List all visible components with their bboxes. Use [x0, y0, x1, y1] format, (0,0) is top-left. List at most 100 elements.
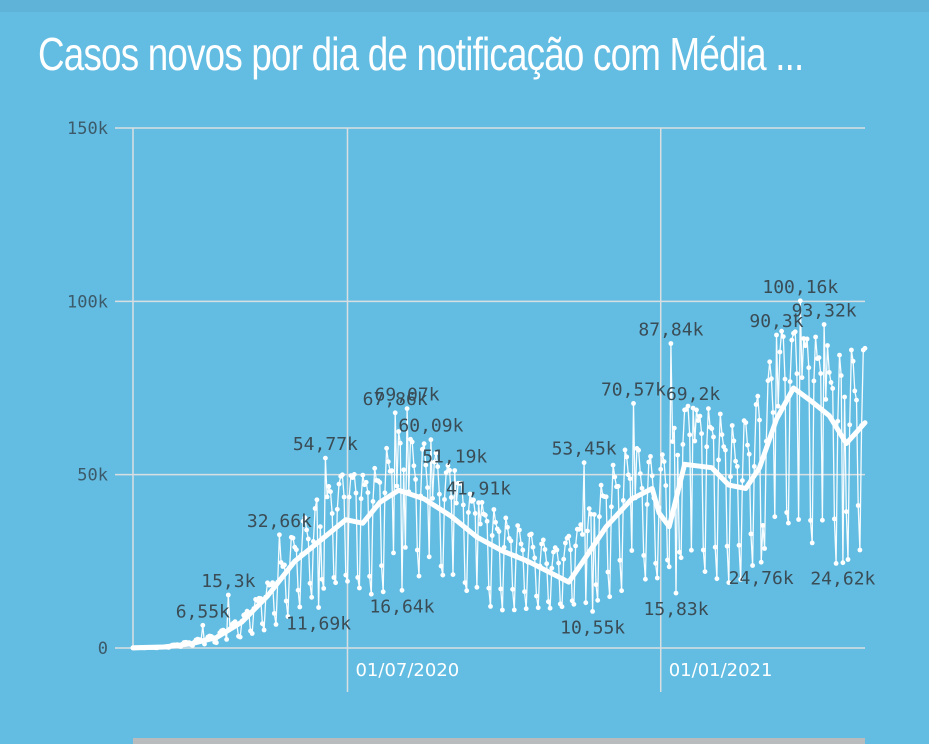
daily-cases-point [304, 527, 309, 533]
daily-cases-point [343, 572, 349, 578]
daily-cases-point [855, 503, 861, 508]
daily-cases-point [755, 393, 761, 399]
daily-cases-point [833, 561, 839, 566]
daily-cases-point [285, 614, 291, 619]
daily-cases-point [517, 527, 522, 533]
daily-cases-point [728, 474, 733, 480]
daily-cases-point [464, 588, 470, 594]
daily-cases-point [619, 588, 624, 594]
daily-cases-point [460, 502, 466, 508]
daily-cases-point [214, 640, 219, 646]
daily-cases-point [612, 474, 618, 480]
daily-cases-point [842, 394, 847, 400]
daily-cases-point [620, 498, 626, 503]
daily-cases-point [770, 410, 776, 415]
daily-cases-point [372, 465, 378, 471]
daily-cases-point [334, 506, 340, 512]
daily-cases-point [695, 418, 701, 423]
daily-cases-point [477, 521, 483, 527]
daily-cases-point [385, 459, 391, 465]
daily-cases-point [597, 514, 602, 520]
daily-cases-point [283, 598, 289, 604]
daily-cases-point [745, 442, 750, 448]
daily-cases-point [821, 322, 827, 327]
daily-cases-point [454, 500, 459, 506]
daily-cases-point [605, 569, 611, 575]
daily-cases-point [823, 397, 829, 402]
daily-cases-point [772, 514, 778, 520]
daily-cases-point [522, 589, 527, 595]
daily-cases-point [341, 494, 347, 500]
daily-cases-point [736, 542, 742, 548]
daily-cases-point [389, 468, 395, 474]
daily-cases-point [317, 524, 323, 530]
daily-cases-point [333, 580, 338, 586]
daily-cases-point [784, 510, 790, 515]
daily-cases-point [397, 440, 403, 446]
daily-cases-point [423, 462, 429, 468]
data-label: 16,64k [369, 596, 434, 617]
daily-cases-point [862, 345, 868, 351]
daily-cases-point [368, 591, 374, 597]
daily-cases-point [857, 547, 863, 553]
daily-cases-point [365, 490, 371, 495]
daily-cases-point [401, 467, 407, 473]
daily-cases-point [816, 355, 822, 361]
daily-cases-point [294, 547, 299, 553]
daily-cases-point [673, 590, 679, 596]
daily-cases-point [563, 540, 568, 546]
daily-cases-point [782, 376, 788, 382]
daily-cases-point [380, 589, 386, 595]
daily-cases-point [416, 573, 422, 579]
data-label: 100,16k [762, 277, 838, 298]
daily-cases-point [573, 543, 578, 549]
daily-cases-point [271, 611, 277, 616]
data-label: 69,2k [666, 384, 720, 405]
daily-cases-point [539, 541, 544, 547]
daily-cases-point [568, 547, 573, 553]
daily-cases-point [758, 559, 764, 565]
daily-cases-point [340, 472, 345, 478]
daily-cases-point [646, 459, 652, 465]
daily-cases-point [694, 407, 699, 413]
daily-cases-point [466, 510, 471, 515]
daily-cases-point [777, 349, 783, 355]
daily-cases-point [326, 484, 332, 489]
daily-cases-point [467, 491, 473, 497]
daily-cases-point [704, 444, 710, 450]
daily-cases-point [583, 600, 589, 606]
daily-cases-point [396, 429, 401, 434]
daily-cases-point [711, 434, 716, 440]
daily-cases-point [472, 511, 478, 516]
daily-cases-point [750, 563, 755, 568]
daily-cases-point [459, 480, 464, 486]
daily-cases-point [370, 499, 376, 504]
daily-cases-point [319, 576, 325, 582]
daily-cases-point [854, 397, 859, 403]
daily-cases-point [580, 532, 585, 537]
daily-cases-point [762, 546, 767, 551]
scrollbar-track[interactable] [133, 738, 865, 744]
daily-cases-point [826, 370, 832, 375]
data-label: 15,3k [201, 571, 255, 592]
daily-cases-point [377, 480, 383, 485]
daily-cases-point [566, 533, 572, 539]
daily-cases-point [808, 518, 813, 523]
daily-cases-point [835, 418, 841, 424]
daily-cases-point [462, 580, 468, 585]
daily-cases-point [615, 483, 621, 489]
daily-cases-point [607, 594, 613, 600]
daily-cases-point [663, 483, 669, 488]
daily-cases-point [726, 580, 732, 585]
daily-cases-point [534, 593, 539, 599]
daily-cases-point [438, 563, 444, 569]
daily-cases-point [479, 500, 485, 505]
daily-cases-point [806, 365, 812, 371]
daily-cases-point [394, 483, 400, 489]
daily-cases-point [309, 594, 315, 600]
daily-cases-point [576, 526, 582, 532]
daily-cases-point [769, 376, 774, 382]
daily-cases-point [852, 388, 858, 394]
